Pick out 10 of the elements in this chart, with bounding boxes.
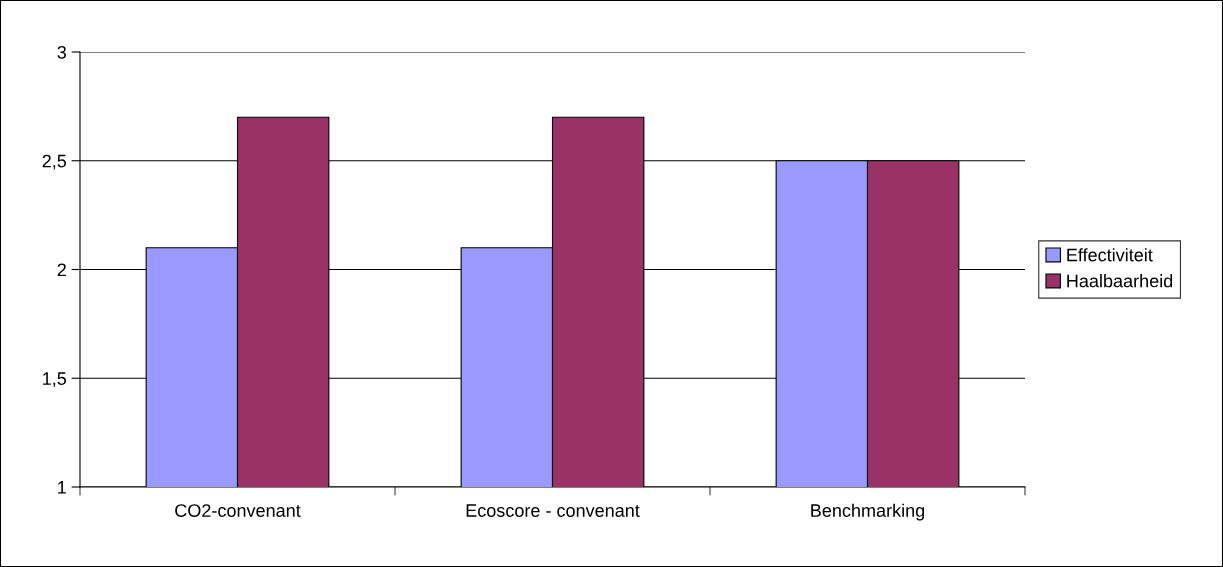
y-tick-label: 2 [57,263,66,277]
y-tick-label: 1 [58,481,66,494]
legend-label: Effectiviteit [1067,248,1153,262]
x-tick-label: Ecoscore - convenant [466,504,640,517]
y-tick-label: 3 [57,45,67,59]
x-tick-label: Benchmarking [811,503,925,521]
legend-label: Haalbaarheid [1067,274,1173,288]
y-tick-label: 1,5 [43,372,67,388]
x-tick-label: CO2-convenant [175,504,301,517]
y-tick-label: 2,5 [42,154,67,170]
